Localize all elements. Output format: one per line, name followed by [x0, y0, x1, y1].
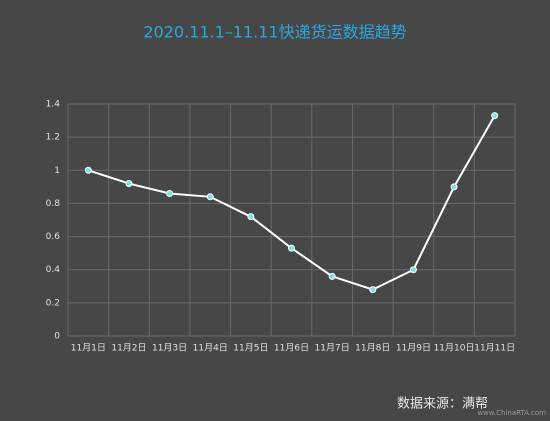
point [491, 112, 499, 120]
x-tick-label: 11月5日 [233, 343, 268, 354]
x-tick-label: 11月1日 [71, 343, 106, 354]
point [409, 266, 417, 274]
y-tick-label: 0 [54, 332, 60, 342]
y-tick-label: 0.4 [46, 265, 61, 275]
x-tick-label: 11月7日 [315, 343, 350, 354]
watermark: www.ChinaRTA.com [477, 409, 546, 417]
chart-title: 2020.11.1–11.11快递货运数据趋势 [143, 23, 406, 42]
point [166, 189, 174, 197]
y-tick-label: 0.6 [46, 232, 61, 242]
x-tick-label: 11月8日 [355, 343, 390, 354]
x-tick-label: 11月10日 [434, 343, 475, 354]
point [369, 286, 377, 294]
x-tick-label: 11月3日 [152, 343, 187, 354]
point [125, 180, 133, 188]
y-tick-label: 1.4 [46, 100, 61, 110]
point [288, 244, 295, 252]
x-tick-label: 11月4日 [193, 343, 228, 354]
point [206, 193, 214, 201]
x-tick-label: 11月6日 [274, 343, 309, 354]
x-tick-label: 11月9日 [396, 343, 431, 354]
point [328, 272, 336, 280]
y-tick-label: 1 [54, 166, 60, 176]
y-tick-label: 1.2 [46, 133, 60, 143]
x-tick-label: 11月2日 [111, 343, 146, 354]
x-tick-label: 11月11日 [474, 343, 515, 354]
source: 数据来源：满帮 [397, 397, 488, 412]
point [450, 183, 458, 191]
y-tick-label: 0.8 [46, 199, 61, 209]
point [84, 166, 92, 174]
y-tick-label: 0.2 [46, 298, 60, 308]
point [247, 213, 255, 221]
